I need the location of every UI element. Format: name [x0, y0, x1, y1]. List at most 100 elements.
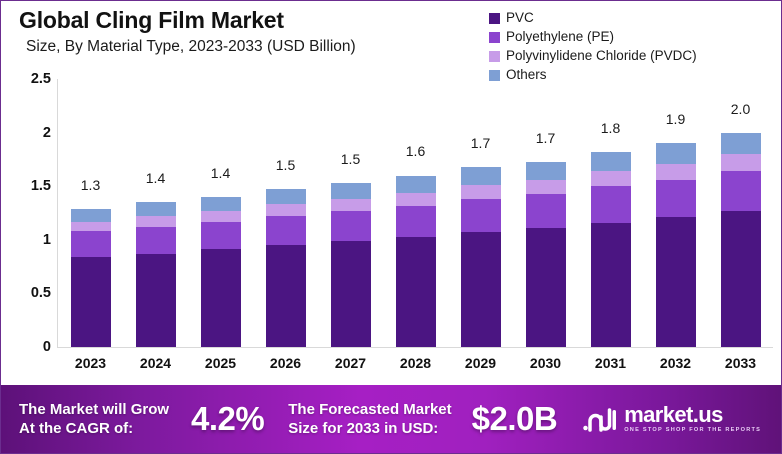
bar-group[interactable]: 1.9	[643, 79, 708, 347]
bar-segment[interactable]	[460, 166, 501, 186]
legend-item[interactable]: Polyvinylidene Chloride (PVDC)	[489, 47, 769, 65]
bar-segment[interactable]	[135, 226, 176, 254]
bar-segment[interactable]	[655, 179, 696, 218]
cagr-label-line1: The Market will Grow	[19, 401, 170, 418]
bar-stack[interactable]	[330, 183, 371, 347]
legend-item[interactable]: PVC	[489, 9, 769, 27]
bar-segment[interactable]	[720, 154, 761, 172]
bar-segment[interactable]	[70, 221, 111, 232]
bar-segment[interactable]	[330, 199, 371, 211]
bar-group[interactable]: 2.0	[708, 79, 773, 347]
bar-segment[interactable]	[265, 189, 306, 205]
bar-segment[interactable]	[395, 192, 436, 206]
summary-banner: The Market will Grow At the CAGR of: 4.2…	[1, 385, 781, 453]
bar-segment[interactable]	[525, 193, 566, 229]
bar-group[interactable]: 1.5	[253, 79, 318, 347]
legend-item-label: Polyvinylidene Chloride (PVDC)	[506, 48, 697, 63]
bar-segment[interactable]	[395, 236, 436, 347]
market-us-logo-icon	[583, 408, 617, 432]
bar-segment[interactable]	[525, 179, 566, 194]
y-axis-tick-label: 2.5	[30, 71, 51, 87]
bar-segment[interactable]	[70, 256, 111, 347]
x-axis-tick-label: 2032	[659, 355, 692, 371]
bar-segment[interactable]	[135, 253, 176, 347]
chart-legend: PVC Polyethylene (PE) Polyvinylidene Chlor…	[489, 9, 769, 85]
bar-segment[interactable]	[265, 204, 306, 217]
bar-segment[interactable]	[265, 245, 306, 347]
bar-stack[interactable]	[590, 151, 631, 347]
plot-area: 0 0.5 1 1.5 2 2.5 1.3 1.4 1.4 1.5 1.5 1.6 1.7 1.7 1.8…	[1, 71, 781, 379]
bar-stack[interactable]	[70, 208, 111, 347]
bar-segment[interactable]	[590, 151, 631, 172]
bar-stack[interactable]	[265, 189, 306, 347]
bar-stack[interactable]	[720, 132, 761, 347]
bar-segment[interactable]	[720, 132, 761, 155]
bar-value-label: 2.0	[730, 100, 751, 117]
bar-group[interactable]: 1.4	[123, 79, 188, 347]
bar-segment[interactable]	[70, 208, 111, 222]
bar-segment[interactable]	[200, 221, 241, 250]
bar-value-label: 1.7	[535, 129, 556, 146]
bar-stack[interactable]	[525, 161, 566, 347]
legend-item[interactable]: Polyethylene (PE)	[489, 28, 769, 46]
bar-segment[interactable]	[720, 171, 761, 211]
bar-segment[interactable]	[135, 216, 176, 227]
bar-stack[interactable]	[460, 166, 501, 347]
bar-segment[interactable]	[460, 232, 501, 347]
bar-group[interactable]: 1.7	[448, 79, 513, 347]
bar-stack[interactable]	[655, 143, 696, 347]
x-axis-tick-label: 2027	[334, 355, 367, 371]
x-axis-tick-label: 2033	[724, 355, 757, 371]
x-axis: 2023 2024 2025 2026 2027 2028 2029 2030 2031 2032…	[58, 351, 773, 375]
legend-item[interactable]: Others	[489, 66, 769, 84]
bar-segment[interactable]	[590, 171, 631, 187]
bar-segment[interactable]	[330, 183, 371, 200]
bar-segment[interactable]	[70, 231, 111, 257]
legend-item-label: PVC	[506, 10, 534, 25]
y-axis-tick-label: 1.5	[30, 178, 51, 195]
bar-group[interactable]: 1.8	[578, 79, 643, 347]
bar-segment[interactable]	[460, 185, 501, 200]
bar-segment[interactable]	[525, 161, 566, 180]
x-axis-tick-label: 2031	[594, 355, 627, 371]
bar-segment[interactable]	[330, 240, 371, 347]
bar-segment[interactable]	[395, 175, 436, 193]
bar-segment[interactable]	[135, 202, 176, 217]
x-axis-tick-label: 2029	[464, 355, 497, 371]
bar-group[interactable]: 1.6	[383, 79, 448, 347]
logo-text-wrap: market.us ONE STOP SHOP FOR THE REPORTS	[624, 403, 761, 435]
bar-segment[interactable]	[655, 163, 696, 180]
bar-segment[interactable]	[590, 222, 631, 347]
bar-segment[interactable]	[200, 210, 241, 222]
bar-group[interactable]: 1.3	[58, 79, 123, 347]
forecast-label-line1: The Forecasted Market	[288, 401, 452, 418]
forecast-label-line2: Size for 2033 in USD:	[288, 420, 439, 437]
bar-stack[interactable]	[135, 202, 176, 347]
bar-segment[interactable]	[460, 199, 501, 233]
y-axis: 0 0.5 1 1.5 2 2.5	[1, 71, 57, 355]
bar-segment[interactable]	[525, 228, 566, 347]
bar-value-label: 1.5	[275, 157, 296, 174]
bar-stack[interactable]	[200, 196, 241, 347]
bar-stack[interactable]	[395, 175, 436, 347]
legend-item-label: Others	[506, 67, 547, 82]
bar-segment[interactable]	[590, 186, 631, 223]
x-axis-tick-label: 2023	[74, 355, 107, 371]
bar-segment[interactable]	[265, 216, 306, 246]
bar-segment[interactable]	[655, 143, 696, 164]
bar-segment[interactable]	[200, 249, 241, 347]
y-axis-tick-label: 0.5	[30, 285, 51, 302]
market-us-logo[interactable]: market.us ONE STOP SHOP FOR THE REPORTS	[583, 403, 761, 435]
bar-group[interactable]: 1.4	[188, 79, 253, 347]
bar-group[interactable]: 1.5	[318, 79, 383, 347]
bar-segment[interactable]	[395, 205, 436, 237]
x-axis-tick-label: 2024	[139, 355, 172, 371]
cagr-label-line2: At the CAGR of:	[19, 420, 134, 437]
forecast-label: The Forecasted Market Size for 2033 in U…	[288, 400, 451, 438]
chart-header: Global Cling Film Market Size, By Materi…	[19, 5, 489, 58]
bar-segment[interactable]	[655, 217, 696, 347]
bar-segment[interactable]	[200, 196, 241, 211]
bar-segment[interactable]	[720, 210, 761, 347]
bar-segment[interactable]	[330, 210, 371, 241]
bar-group[interactable]: 1.7	[513, 79, 578, 347]
